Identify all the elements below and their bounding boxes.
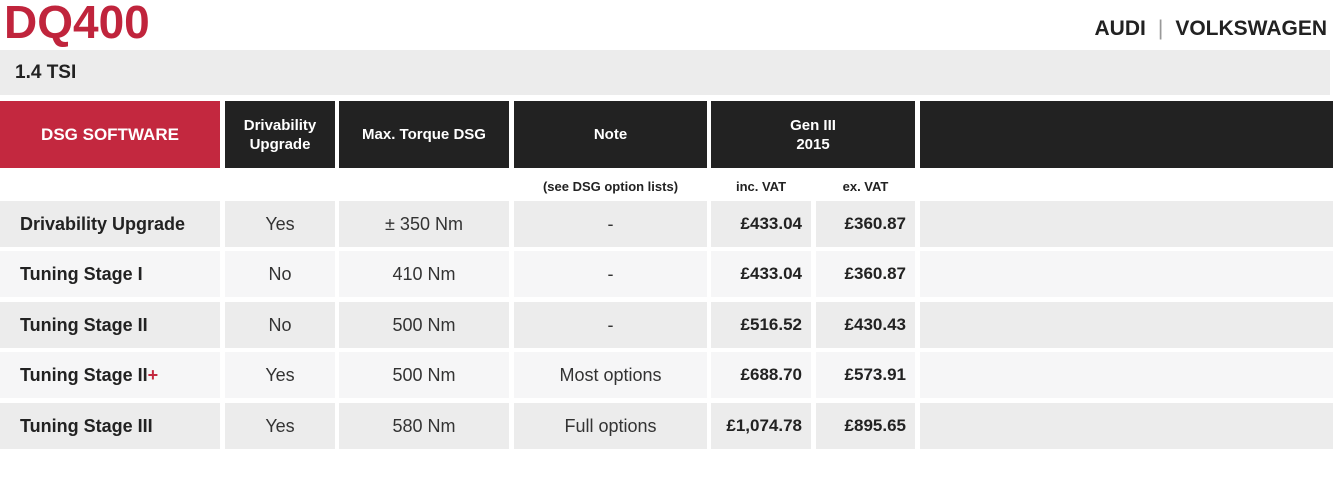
- brand-volkswagen: VOLKSWAGEN: [1175, 17, 1327, 40]
- row-ex-vat: £430.43: [816, 302, 915, 348]
- brand-audi: AUDI: [1094, 17, 1146, 40]
- row-inc-vat: £433.04: [711, 201, 811, 247]
- subheader-ex-vat: ex. VAT: [842, 178, 889, 194]
- row-drivability: No: [225, 302, 335, 348]
- row-name: Tuning Stage I: [0, 251, 220, 297]
- engine-bar: 1.4 TSI: [0, 50, 1330, 95]
- header-gen-line1: Gen III: [790, 116, 836, 134]
- row-torque: ± 350 Nm: [339, 201, 509, 247]
- subheader-note: (see DSG option lists): [542, 178, 679, 194]
- row-extra: [920, 352, 1333, 398]
- engine-label: 1.4 TSI: [15, 61, 77, 83]
- row-note: Most options: [514, 352, 707, 398]
- row-drivability: No: [225, 251, 335, 297]
- row-name-text: Tuning Stage II: [20, 314, 148, 335]
- row-name-text: Tuning Stage I: [20, 263, 143, 284]
- row-drivability: Yes: [225, 352, 335, 398]
- row-name-text: Drivability Upgrade: [20, 213, 186, 234]
- row-note: -: [514, 302, 707, 348]
- header-gen-iii: Gen III 2015: [711, 101, 915, 168]
- row-torque: 580 Nm: [339, 403, 509, 449]
- row-note: -: [514, 251, 707, 297]
- row-ex-vat: £895.65: [816, 403, 915, 449]
- row-note: Full options: [514, 403, 707, 449]
- header-gen-line2: 2015: [796, 135, 830, 153]
- page-title: DQ400: [4, 0, 150, 48]
- row-extra: [920, 251, 1333, 297]
- header-max-torque-label: Max. Torque DSG: [362, 126, 486, 143]
- header-note: Note: [514, 101, 707, 168]
- subheader-inc-vat: inc. VAT: [735, 178, 787, 194]
- header-dsg-software-label: DSG SOFTWARE: [41, 125, 179, 144]
- header-dsg-software: DSG SOFTWARE: [0, 101, 220, 168]
- row-name: Tuning Stage II +: [0, 352, 220, 398]
- brand-separator: |: [1157, 17, 1164, 40]
- row-name: Tuning Stage III: [0, 403, 220, 449]
- row-drivability: Yes: [225, 403, 335, 449]
- plus-marker: +: [147, 364, 159, 385]
- row-ex-vat: £360.87: [816, 251, 915, 297]
- row-extra: [920, 201, 1333, 247]
- row-extra: [920, 403, 1333, 449]
- header-note-label: Note: [593, 126, 628, 143]
- row-inc-vat: £433.04: [711, 251, 811, 297]
- row-name-text: Tuning Stage III: [20, 415, 153, 436]
- row-inc-vat: £1,074.78: [711, 403, 811, 449]
- row-drivability: Yes: [225, 201, 335, 247]
- row-name-text: Tuning Stage II: [20, 364, 148, 385]
- row-torque: 500 Nm: [339, 302, 509, 348]
- row-torque: 410 Nm: [339, 251, 509, 297]
- row-torque: 500 Nm: [339, 352, 509, 398]
- row-inc-vat: £688.70: [711, 352, 811, 398]
- row-extra: [920, 302, 1333, 348]
- brand-list: AUDI | VOLKSWAGEN: [1095, 17, 1328, 41]
- header-max-torque: Max. Torque DSG: [339, 101, 509, 168]
- header-drivability: Drivability Upgrade: [225, 101, 335, 168]
- row-note: -: [514, 201, 707, 247]
- row-ex-vat: £573.91: [816, 352, 915, 398]
- row-name: Tuning Stage II: [0, 302, 220, 348]
- row-inc-vat: £516.52: [711, 302, 811, 348]
- row-name: Drivability Upgrade: [0, 201, 220, 247]
- header-drivability-label: Drivability Upgrade: [243, 116, 317, 153]
- header-extra: [920, 101, 1333, 168]
- row-ex-vat: £360.87: [816, 201, 915, 247]
